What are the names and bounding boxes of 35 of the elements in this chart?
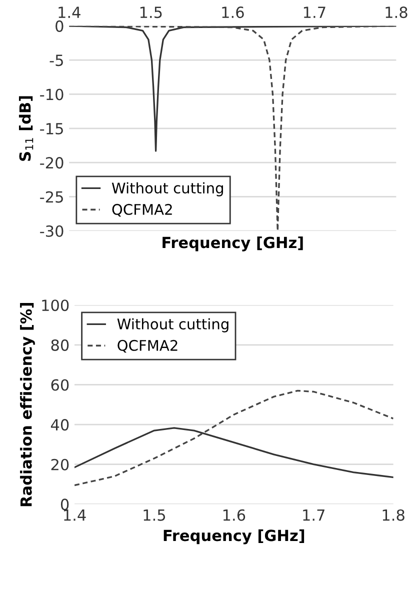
y-tick-label: -5 — [50, 54, 63, 66]
line-series — [74, 390, 394, 486]
y-tick-label: -20 — [40, 157, 64, 169]
x-tick-label: 1.7 — [304, 6, 326, 18]
y-tick-label: -30 — [40, 225, 64, 237]
y-tick-label: 80 — [51, 339, 69, 351]
x-axis-title: Frequency [GHz] — [164, 529, 304, 544]
y-tick-label: -25 — [40, 191, 63, 203]
y-tick-label: 40 — [50, 419, 69, 431]
x-tick-label: 1.5 — [144, 510, 166, 521]
y-tick-label: -15 — [40, 123, 63, 134]
y-tick-label: 100 — [42, 300, 69, 312]
line-series — [69, 26, 396, 231]
x-tick-label: 1.5 — [140, 6, 162, 18]
y-tick-label: 60 — [51, 379, 69, 391]
line-series — [69, 26, 396, 152]
x-tick-label: 1.4 — [58, 6, 80, 18]
y-tick-label: 20 — [51, 458, 69, 470]
legend-label: QCFMA2 — [112, 204, 172, 217]
y-tick-label: 0 — [60, 498, 69, 510]
x-tick-label: 1.4 — [64, 510, 86, 521]
legend-label: Without cutting — [117, 318, 228, 332]
x-tick-label: 1.7 — [303, 510, 324, 521]
x-tick-label: 1.6 — [223, 509, 246, 521]
x-tick-label: 1.8 — [382, 509, 404, 521]
line-series — [74, 427, 394, 478]
x-tick-label: 1.8 — [386, 6, 408, 18]
y-axis-title: Radiation efficiency [%] — [20, 303, 35, 506]
y-tick-label: 0 — [56, 20, 64, 32]
y-axis-title: S$_{11}$ [dB] — [18, 96, 34, 161]
x-axis-title: Frequency [GHz] — [162, 236, 303, 252]
legend-label: Without cutting — [112, 182, 223, 196]
legend-label: QCFMA2 — [118, 340, 178, 353]
y-tick-label: -10 — [40, 88, 64, 100]
x-tick-label: 1.6 — [222, 6, 244, 18]
